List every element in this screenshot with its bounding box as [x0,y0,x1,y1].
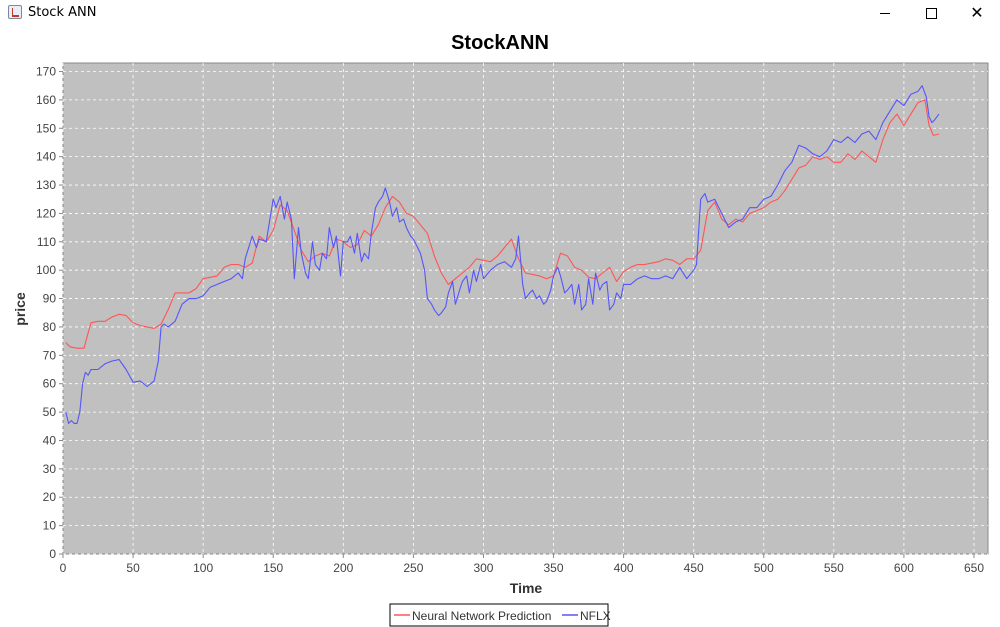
x-tick-label: 650 [964,561,984,575]
x-tick-label: 150 [263,561,283,575]
y-tick-label: 20 [43,490,57,504]
series-layer [65,85,940,424]
y-tick-label: 80 [43,320,57,334]
y-tick-label: 130 [36,178,56,192]
y-tick-label: 160 [36,93,56,107]
maximize-icon [925,7,937,19]
x-tick-label: 100 [193,561,213,575]
maximize-button[interactable] [908,0,954,26]
x-tick-label: 400 [614,561,634,575]
y-tick-label: 100 [36,263,56,277]
x-tick-label: 450 [684,561,704,575]
window-title: Stock ANN [28,5,97,20]
y-tick-label: 10 [43,519,57,533]
y-tick-label: 120 [36,206,56,220]
java-cup-icon [8,5,22,19]
y-tick-label: 140 [36,150,56,164]
minimize-icon [880,12,890,14]
window-titlebar: Stock ANN ✕ [0,0,1000,26]
x-tick-label: 300 [473,561,493,575]
legend-box [389,603,609,627]
x-tick-label: 250 [403,561,423,575]
y-tick-label: 170 [36,65,56,79]
y-tick-label: 70 [43,348,57,362]
x-tick-label: 50 [126,561,140,575]
legend-label: NFLX [580,609,611,623]
y-tick-label: 0 [49,547,56,561]
plot-area [62,62,989,555]
y-axis-label: price [12,292,28,326]
x-tick-label: 350 [544,561,564,575]
y-tick-label: 60 [43,377,57,391]
series-line-prediction [65,99,940,349]
y-tick-label: 40 [43,433,57,447]
x-tick-label: 0 [60,561,67,575]
chart-title: StockANN [451,32,549,54]
x-axis-label: Time [510,580,543,596]
close-button[interactable]: ✕ [954,0,1000,26]
close-icon: ✕ [970,3,984,22]
x-tick-label: 550 [824,561,844,575]
y-tick-label: 50 [43,405,57,419]
grid-lines [62,63,988,555]
y-tick-label: 150 [36,121,56,135]
axes: 0 10 20 30 40 50 60 70 80 90 100 110 120 130 140 150 160… [36,65,984,575]
minimize-button[interactable] [862,0,908,26]
stock-chart: StockANN 0 10 20 30 40 50 60 70 80 90 100 110 120 130… [12,32,989,627]
x-tick-label: 200 [333,561,353,575]
y-tick-label: 30 [43,462,57,476]
y-tick-label: 90 [43,292,57,306]
legend: Neural Network Prediction NFLX [389,603,611,627]
x-tick-label: 500 [754,561,774,575]
x-tick-label: 600 [894,561,914,575]
series-line-nflx [65,85,940,424]
legend-label: Neural Network Prediction [412,609,551,623]
y-tick-label: 110 [37,235,56,249]
